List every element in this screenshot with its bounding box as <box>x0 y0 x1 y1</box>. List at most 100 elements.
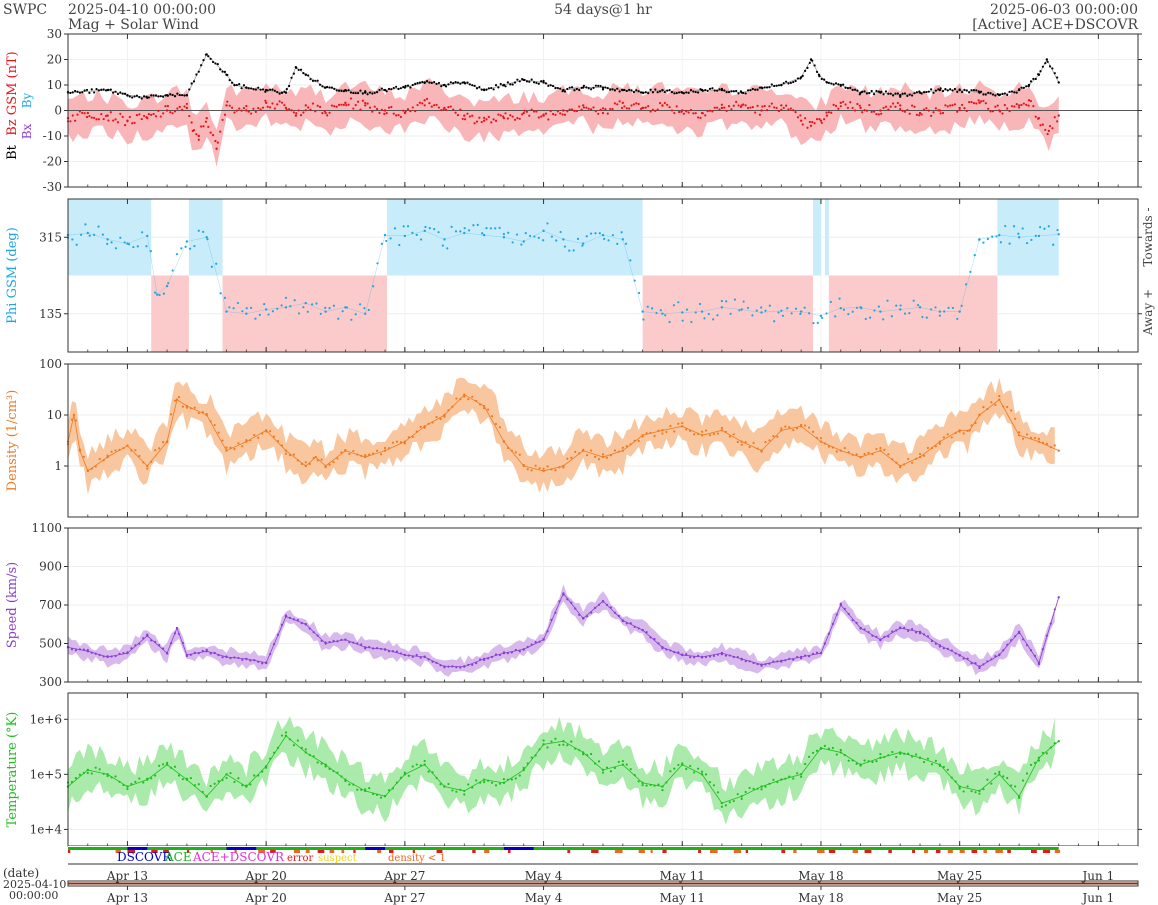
speed-anchor <box>443 665 446 668</box>
bt-point <box>230 81 234 84</box>
bz-point <box>278 100 281 103</box>
density-point <box>181 405 185 408</box>
temperature-point <box>213 782 216 785</box>
phi-point <box>319 312 322 315</box>
phi-point <box>215 262 218 265</box>
bt-point <box>628 88 631 91</box>
bt-point <box>466 81 469 84</box>
bz-point <box>135 114 139 117</box>
bt-anchor <box>146 96 149 99</box>
bt-point <box>949 88 952 91</box>
speed-point <box>518 650 521 653</box>
speed-point <box>241 658 244 662</box>
temperature-point <box>1037 759 1041 762</box>
bz-point <box>112 119 115 122</box>
end-time: 2025-06-03 00:00:00 <box>990 2 1138 18</box>
bz-point <box>716 106 719 109</box>
temperature-anchor <box>364 789 367 793</box>
x-tick-label: Jun 1 <box>1081 869 1115 883</box>
phi-point <box>607 239 610 242</box>
speed-anchor <box>740 657 743 661</box>
bt-anchor <box>423 81 426 84</box>
bz-point <box>956 110 959 113</box>
temperature-point <box>586 753 589 757</box>
phi-point <box>520 243 523 246</box>
bz-point <box>623 105 626 108</box>
speed-point <box>447 665 450 668</box>
bt-point <box>399 87 402 90</box>
bt-point <box>337 89 341 92</box>
temperature-point <box>815 749 819 752</box>
bz-point <box>858 104 861 107</box>
density-anchor <box>423 425 426 428</box>
bt-point <box>178 93 181 97</box>
temperature-anchor <box>918 756 922 759</box>
density-point <box>966 429 969 432</box>
temperature-point <box>756 787 759 790</box>
temperature-point <box>467 783 470 786</box>
density-point <box>455 397 458 400</box>
density-anchor <box>859 455 862 459</box>
phi-point <box>337 317 340 320</box>
phi-point <box>481 232 484 235</box>
bz-point <box>1006 107 1009 110</box>
speed-point <box>233 656 236 659</box>
speed-point <box>526 645 529 649</box>
density-point <box>609 454 613 457</box>
density-point <box>938 442 941 445</box>
bt-point <box>606 86 609 90</box>
bz-point <box>870 110 873 114</box>
bt-anchor <box>463 81 466 84</box>
bz-point <box>399 115 402 119</box>
bz-point <box>687 111 690 114</box>
density-point <box>748 445 751 449</box>
bt-point <box>723 89 726 92</box>
phi-line <box>67 230 1059 317</box>
phi-point <box>1030 238 1033 242</box>
bt-point <box>197 70 200 73</box>
bt-point <box>307 74 310 77</box>
temperature-point <box>221 778 224 782</box>
phi-point <box>947 306 950 309</box>
bz-point <box>699 116 702 119</box>
flag-segment <box>115 850 121 853</box>
density-point <box>855 453 858 456</box>
bz-point <box>946 105 949 108</box>
temperature-point <box>728 801 731 804</box>
bz-point <box>228 104 231 107</box>
speed-point <box>1041 648 1044 651</box>
phi-point <box>698 302 702 306</box>
phi-point <box>672 304 676 307</box>
density-anchor <box>383 449 387 452</box>
density-point <box>883 448 886 452</box>
bt-point <box>316 79 319 82</box>
density-point <box>843 446 846 450</box>
bz-point <box>556 110 559 113</box>
bz-point <box>932 111 935 114</box>
density-anchor <box>799 425 803 428</box>
temperature-point <box>582 753 585 756</box>
date-axis-label: (date) <box>3 866 39 880</box>
bt-point <box>637 90 640 93</box>
density-point <box>217 431 220 434</box>
bz-point <box>252 107 255 110</box>
speed-point <box>328 640 331 644</box>
bz-anchor <box>720 106 724 110</box>
speed-point <box>451 665 454 668</box>
density-anchor <box>1017 434 1021 437</box>
density-point <box>431 421 434 424</box>
temperature-point <box>839 748 842 752</box>
phi-point <box>267 313 270 316</box>
bt-point <box>366 93 369 96</box>
phi-point <box>289 305 292 308</box>
phi-point <box>812 322 815 325</box>
speed-point <box>649 636 652 639</box>
temperature-point <box>197 783 200 786</box>
speed-point <box>887 635 890 638</box>
bz-point <box>792 109 795 112</box>
density-point <box>506 446 509 450</box>
temperature-point <box>697 767 700 770</box>
y-axis-label-bx: Bx <box>20 123 34 139</box>
temperature-point <box>479 781 482 784</box>
temperature-point <box>736 793 739 796</box>
